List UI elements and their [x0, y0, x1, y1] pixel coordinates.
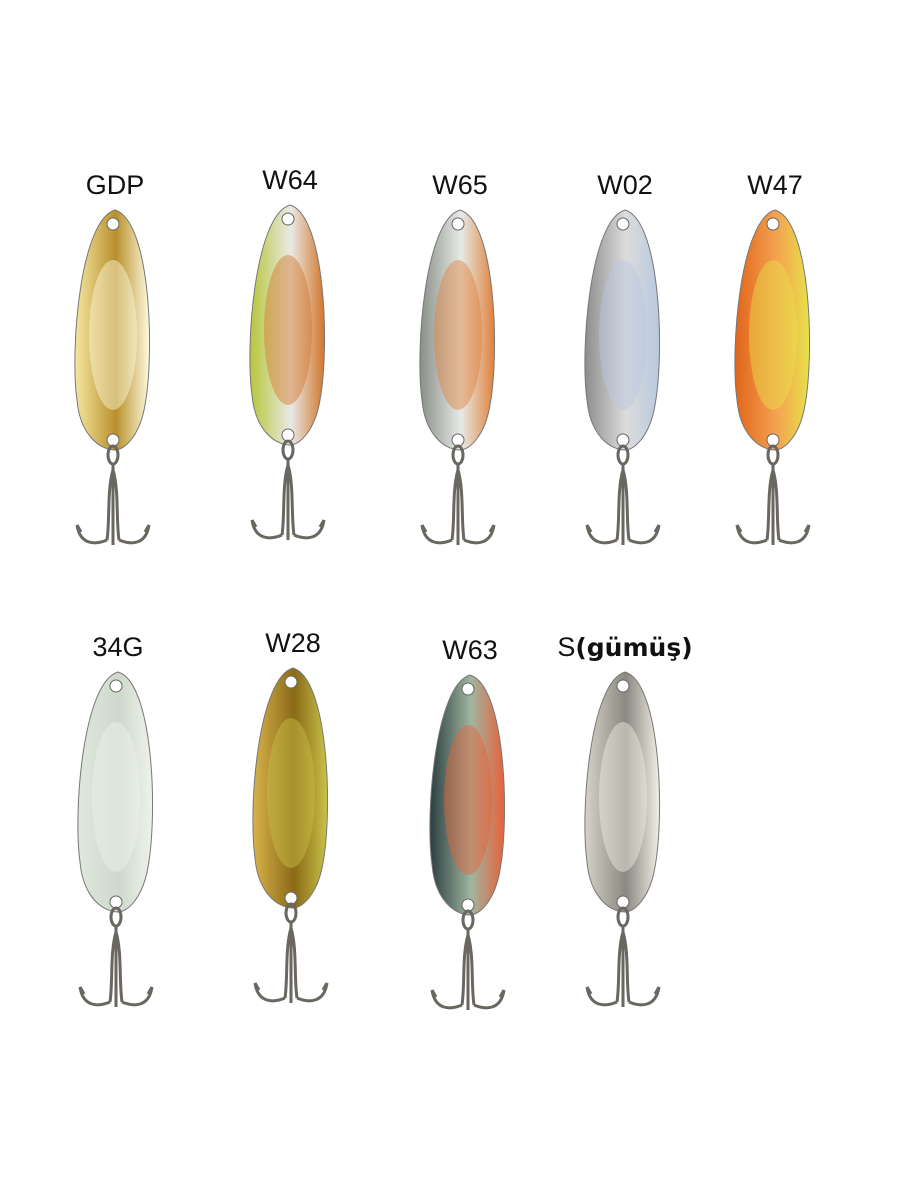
lure-34g: 34G	[58, 632, 178, 1052]
spoon-body	[419, 209, 496, 451]
treble-hook-icon	[78, 906, 154, 1007]
spoon-lure-image	[584, 671, 661, 1007]
eyelet-bottom	[616, 433, 630, 447]
eyelet-top	[461, 682, 475, 696]
spoon-body	[584, 671, 661, 913]
treble-hook-icon	[430, 909, 506, 1010]
lure-gdp: GDP	[55, 170, 175, 590]
treble-hook-icon	[420, 444, 496, 545]
lure-code-label: S(gümüş)	[557, 632, 693, 662]
lure-code-label: W28	[265, 628, 321, 658]
treble-hook-icon	[250, 439, 326, 540]
eyelet-bottom	[766, 433, 780, 447]
lure-s: S(gümüş)	[557, 632, 693, 1052]
spoon-insert	[444, 725, 492, 875]
eyelet-bottom	[281, 428, 295, 442]
spoon-insert	[92, 722, 140, 872]
eyelet-top	[616, 679, 630, 693]
eyelet-bottom	[616, 895, 630, 909]
treble-hook-icon	[253, 902, 329, 1003]
lure-w65: W65	[400, 170, 520, 590]
lure-code-label: 34G	[92, 632, 144, 662]
lure-code-label: W02	[597, 170, 653, 200]
lure-code-label: W47	[747, 170, 803, 200]
treble-hook-icon	[585, 444, 661, 545]
lure-w64: W64	[230, 165, 350, 585]
lure-code-label: W63	[442, 635, 498, 665]
lure-code-label: W65	[432, 170, 488, 200]
spoon-body	[734, 209, 811, 451]
spoon-lure-image	[584, 209, 661, 545]
eyelet-top	[451, 217, 465, 231]
spoon-lure-image	[429, 674, 506, 1010]
spoon-insert	[89, 260, 137, 410]
eyelet-top	[284, 675, 298, 689]
spoon-lure-image	[249, 204, 326, 540]
spoon-insert	[599, 722, 647, 872]
eyelet-top	[281, 212, 295, 226]
eyelet-bottom	[284, 891, 298, 905]
spoon-lure-image	[419, 209, 496, 545]
spoon-body	[252, 667, 329, 909]
eyelet-top	[766, 217, 780, 231]
eyelet-top	[106, 217, 120, 231]
lure-w63: W63	[410, 635, 530, 1055]
eyelet-top	[616, 217, 630, 231]
eyelet-bottom	[461, 898, 475, 912]
eyelet-top	[109, 679, 123, 693]
spoon-body	[77, 671, 154, 913]
spoon-insert	[434, 260, 482, 410]
lure-w02: W02	[565, 170, 685, 590]
eyelet-bottom	[451, 433, 465, 447]
spoon-insert	[264, 255, 312, 405]
spoon-insert	[599, 260, 647, 410]
spoon-body	[584, 209, 661, 451]
spoon-body	[429, 674, 506, 916]
lure-code-label: GDP	[85, 170, 145, 200]
lure-w28: W28	[233, 628, 353, 1048]
spoon-lure-image	[77, 671, 154, 1007]
treble-hook-icon	[735, 444, 811, 545]
spoon-lure-image	[734, 209, 811, 545]
treble-hook-icon	[585, 906, 661, 1007]
spoon-body	[74, 209, 151, 451]
spoon-insert	[749, 260, 797, 410]
lure-code-label: W64	[262, 165, 318, 195]
spoon-lure-image	[252, 667, 329, 1003]
spoon-lure-image	[74, 209, 151, 545]
lure-w47: W47	[715, 170, 835, 590]
eyelet-bottom	[106, 433, 120, 447]
eyelet-bottom	[109, 895, 123, 909]
spoon-body	[249, 204, 326, 446]
treble-hook-icon	[75, 444, 151, 545]
spoon-insert	[267, 718, 315, 868]
